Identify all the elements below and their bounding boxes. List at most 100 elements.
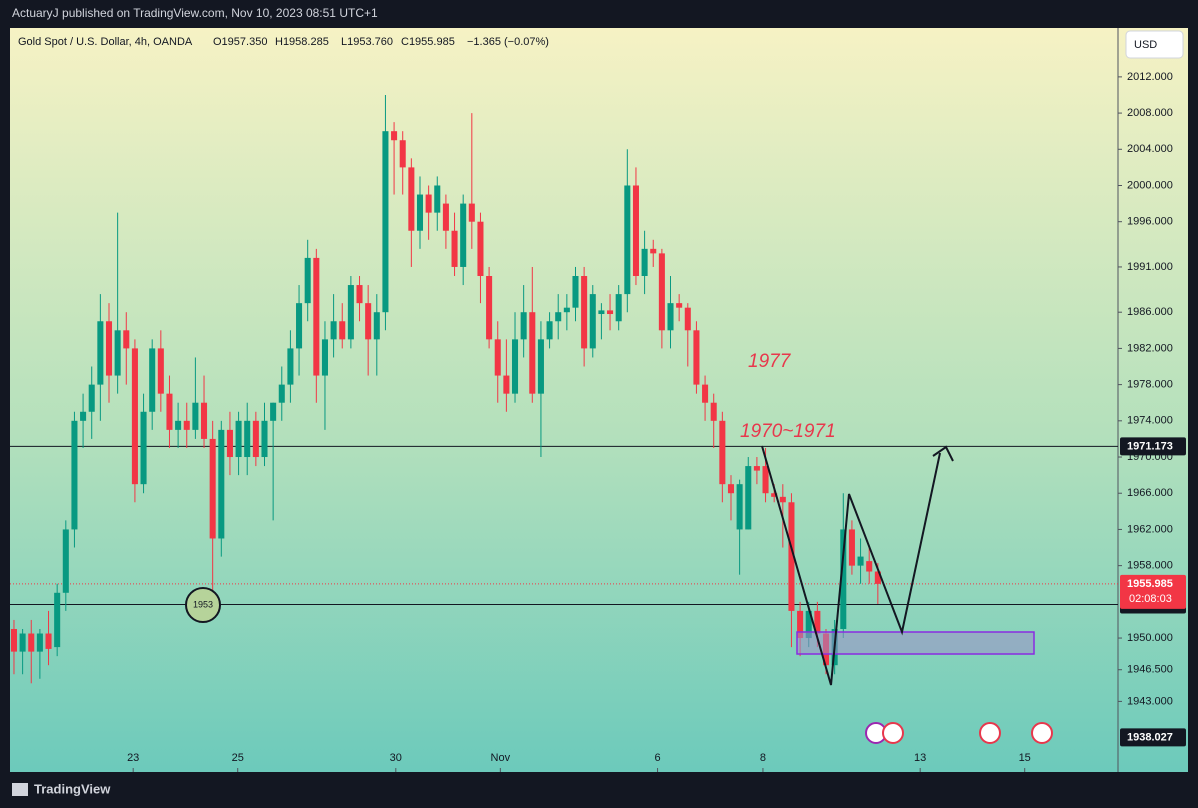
x-tick-label: 25 [232, 752, 244, 764]
candle-body [615, 294, 622, 322]
candle-body [676, 303, 683, 308]
candle-body [296, 303, 303, 349]
candle-body [373, 312, 380, 340]
candle-body [520, 312, 527, 340]
plot-background [10, 28, 1188, 772]
candle-body [736, 484, 743, 530]
candle-body [235, 420, 242, 458]
x-tick-label: 30 [390, 752, 402, 764]
event-icon[interactable] [1031, 722, 1053, 744]
y-tick-label: 1991.000 [1127, 261, 1173, 273]
candle-body [192, 402, 199, 430]
arrow-head [932, 445, 954, 462]
candle-body [201, 402, 208, 439]
candle-body [399, 140, 406, 168]
candle-body [779, 496, 786, 503]
axis-marker-tag [1120, 728, 1186, 747]
candle-body [226, 429, 233, 458]
y-tick-label: 1946.500 [1127, 664, 1173, 676]
level-tag [1120, 437, 1186, 456]
candle-body [719, 420, 726, 485]
x-tick-label: 23 [127, 752, 139, 764]
candle-body [598, 310, 605, 315]
change: −1.365 (−0.07%) [467, 36, 549, 48]
high: H1958.285 [275, 36, 329, 48]
candle-body [244, 420, 251, 458]
close: C1955.985 [401, 36, 455, 48]
candle-body [745, 466, 752, 530]
y-tick-label: 1986.000 [1127, 306, 1173, 318]
y-tick-label: 2008.000 [1127, 107, 1173, 119]
candle-body [814, 610, 821, 634]
x-tick-label: 13 [914, 752, 926, 764]
candle-body [123, 330, 130, 349]
candle-body [330, 321, 337, 340]
x-tick-label: 8 [760, 752, 766, 764]
symbol-legend: Gold Spot / U.S. Dollar, 4h, OANDA O1957… [18, 36, 549, 48]
candle-body [28, 633, 35, 652]
candle-body [460, 203, 467, 267]
last-price-tag [1120, 574, 1186, 609]
candle-body [45, 633, 52, 649]
y-tick-label: 2004.000 [1127, 143, 1173, 155]
candle-body [140, 411, 147, 485]
candle-body [36, 633, 43, 652]
candle-body [321, 339, 328, 376]
candle-body [563, 307, 570, 313]
candle-body [511, 339, 519, 394]
candle-body [546, 321, 553, 340]
candle-body [270, 402, 277, 421]
candle-body [486, 276, 493, 340]
y-tick-label: 1958.000 [1127, 560, 1173, 572]
zone-box [796, 631, 1035, 655]
candle-body [710, 402, 717, 421]
candle-body [391, 131, 398, 141]
candle-body [218, 429, 225, 539]
annotation: 1970~1971 [740, 421, 836, 442]
candle-body [658, 253, 665, 331]
candle-body [866, 561, 873, 572]
y-tick-label: 1982.000 [1127, 342, 1173, 354]
event-icons [865, 722, 1053, 744]
countdown: 02:08:03 [1129, 593, 1172, 605]
candle-body [857, 556, 864, 566]
candle-body [382, 131, 389, 313]
candle-body [408, 167, 415, 231]
candle-body [468, 203, 475, 222]
candle-body [477, 221, 484, 276]
candle-body [339, 321, 346, 340]
candle-body [252, 420, 259, 458]
candle-body [529, 312, 536, 394]
y-tick-label: 1996.000 [1127, 216, 1173, 228]
y-tick-label: 1962.000 [1127, 523, 1173, 535]
candle-body [10, 628, 17, 652]
candle-body [494, 339, 501, 376]
candle-body [71, 420, 78, 530]
event-icon[interactable] [882, 722, 904, 744]
candle-body [555, 312, 562, 322]
event-icon[interactable] [979, 722, 1001, 744]
candle-body [131, 348, 138, 485]
x-tick-label: 6 [654, 752, 660, 764]
brand-logo [12, 783, 28, 796]
level-label: 1971.173 [1127, 440, 1173, 452]
candle-body [572, 276, 579, 308]
candle-body [365, 303, 372, 340]
y-tick-label: 1978.000 [1127, 379, 1173, 391]
candle-body [581, 276, 588, 349]
annotation: 1953 [193, 599, 213, 609]
candle-body [641, 248, 648, 276]
candle-body [80, 411, 87, 421]
candle-body [114, 330, 121, 376]
y-tick-label: 1974.000 [1127, 415, 1173, 427]
candle-body [624, 185, 631, 295]
candle-body [356, 285, 363, 304]
currency[interactable]: USD [1134, 39, 1157, 51]
y-tick-label: 2012.000 [1127, 71, 1173, 83]
candle-body [157, 348, 164, 394]
candle-body [442, 203, 449, 231]
candle-body [693, 330, 700, 385]
currency-button[interactable] [1125, 30, 1184, 59]
circle-marker [185, 587, 221, 623]
